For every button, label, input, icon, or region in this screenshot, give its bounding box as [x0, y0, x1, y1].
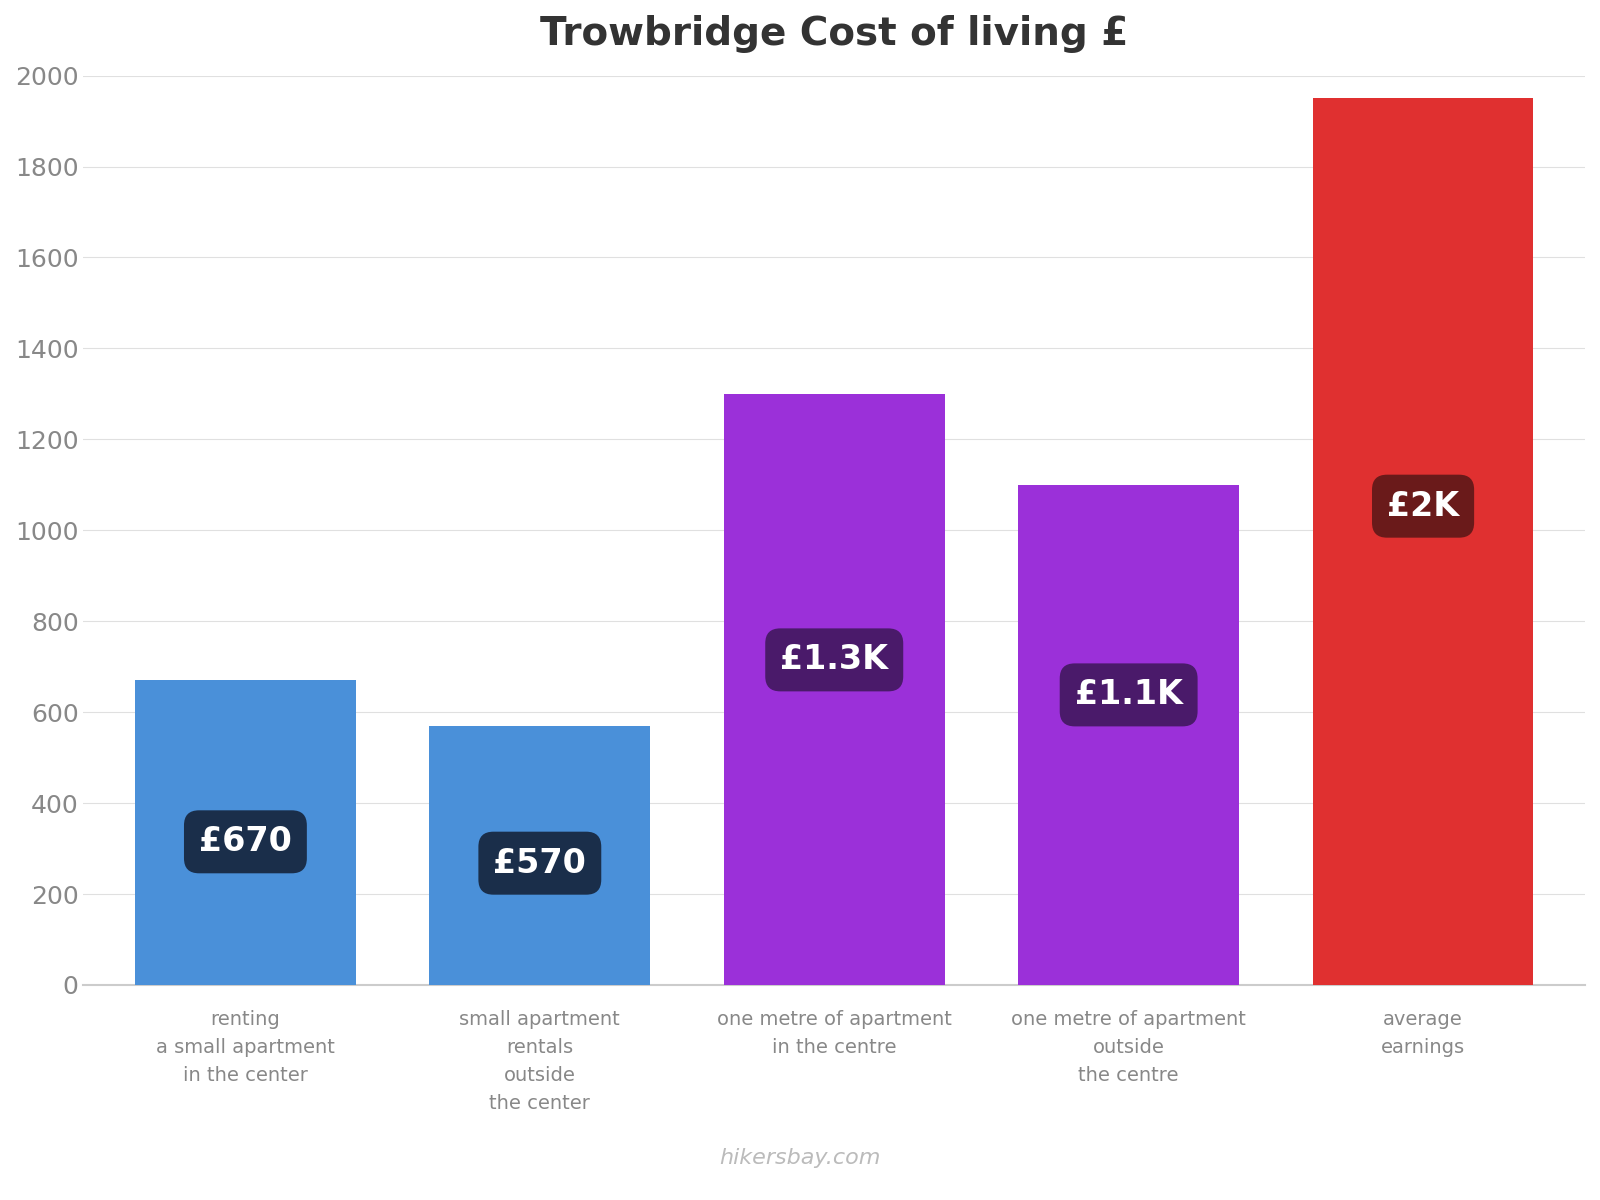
Bar — [429, 726, 650, 985]
Bar — [723, 394, 944, 985]
Bar — [1312, 98, 1533, 985]
Text: £1.1K: £1.1K — [1075, 678, 1182, 712]
Text: £1.3K: £1.3K — [781, 643, 888, 677]
Text: £2K: £2K — [1387, 490, 1459, 523]
Text: £570: £570 — [493, 847, 586, 880]
Text: £670: £670 — [198, 826, 291, 858]
Bar — [1018, 485, 1238, 985]
Bar — [134, 680, 355, 985]
Title: Trowbridge Cost of living £: Trowbridge Cost of living £ — [541, 14, 1128, 53]
Text: hikersbay.com: hikersbay.com — [720, 1148, 880, 1168]
